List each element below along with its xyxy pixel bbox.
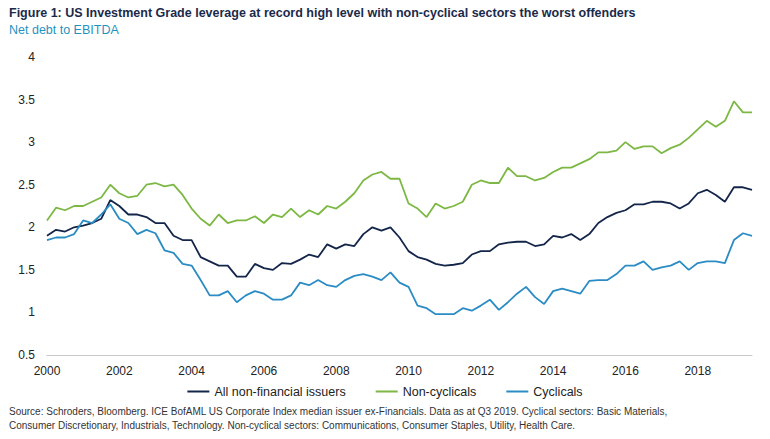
svg-text:Consumer Discretionary, Indust: Consumer Discretionary, Industrials, Tec… (9, 420, 575, 431)
svg-text:4: 4 (28, 50, 35, 64)
svg-text:2012: 2012 (467, 364, 494, 378)
svg-text:0.5: 0.5 (18, 348, 35, 362)
svg-text:All non-financial issuers: All non-financial issuers (214, 385, 345, 399)
svg-text:Figure 1: US Investment Grade: Figure 1: US Investment Grade leverage a… (9, 6, 636, 20)
svg-text:2002: 2002 (106, 364, 133, 378)
svg-text:Cyclicals: Cyclicals (533, 385, 582, 399)
svg-text:3.5: 3.5 (18, 93, 35, 107)
svg-text:2018: 2018 (684, 364, 711, 378)
svg-text:1.5: 1.5 (18, 263, 35, 277)
svg-text:1: 1 (28, 305, 35, 319)
svg-text:2016: 2016 (612, 364, 639, 378)
svg-text:3: 3 (28, 135, 35, 149)
svg-text:2004: 2004 (178, 364, 205, 378)
svg-text:Source: Schroders, Bloomberg.: Source: Schroders, Bloomberg. ICE BofAML… (9, 406, 667, 417)
svg-text:2: 2 (28, 220, 35, 234)
svg-text:2008: 2008 (323, 364, 350, 378)
svg-text:Non-cyclicals: Non-cyclicals (403, 385, 477, 399)
svg-text:Net debt to EBITDA: Net debt to EBITDA (9, 23, 119, 37)
svg-text:2.5: 2.5 (18, 178, 35, 192)
svg-text:2006: 2006 (251, 364, 278, 378)
svg-text:2000: 2000 (34, 364, 61, 378)
svg-text:2010: 2010 (395, 364, 422, 378)
svg-text:2014: 2014 (540, 364, 567, 378)
